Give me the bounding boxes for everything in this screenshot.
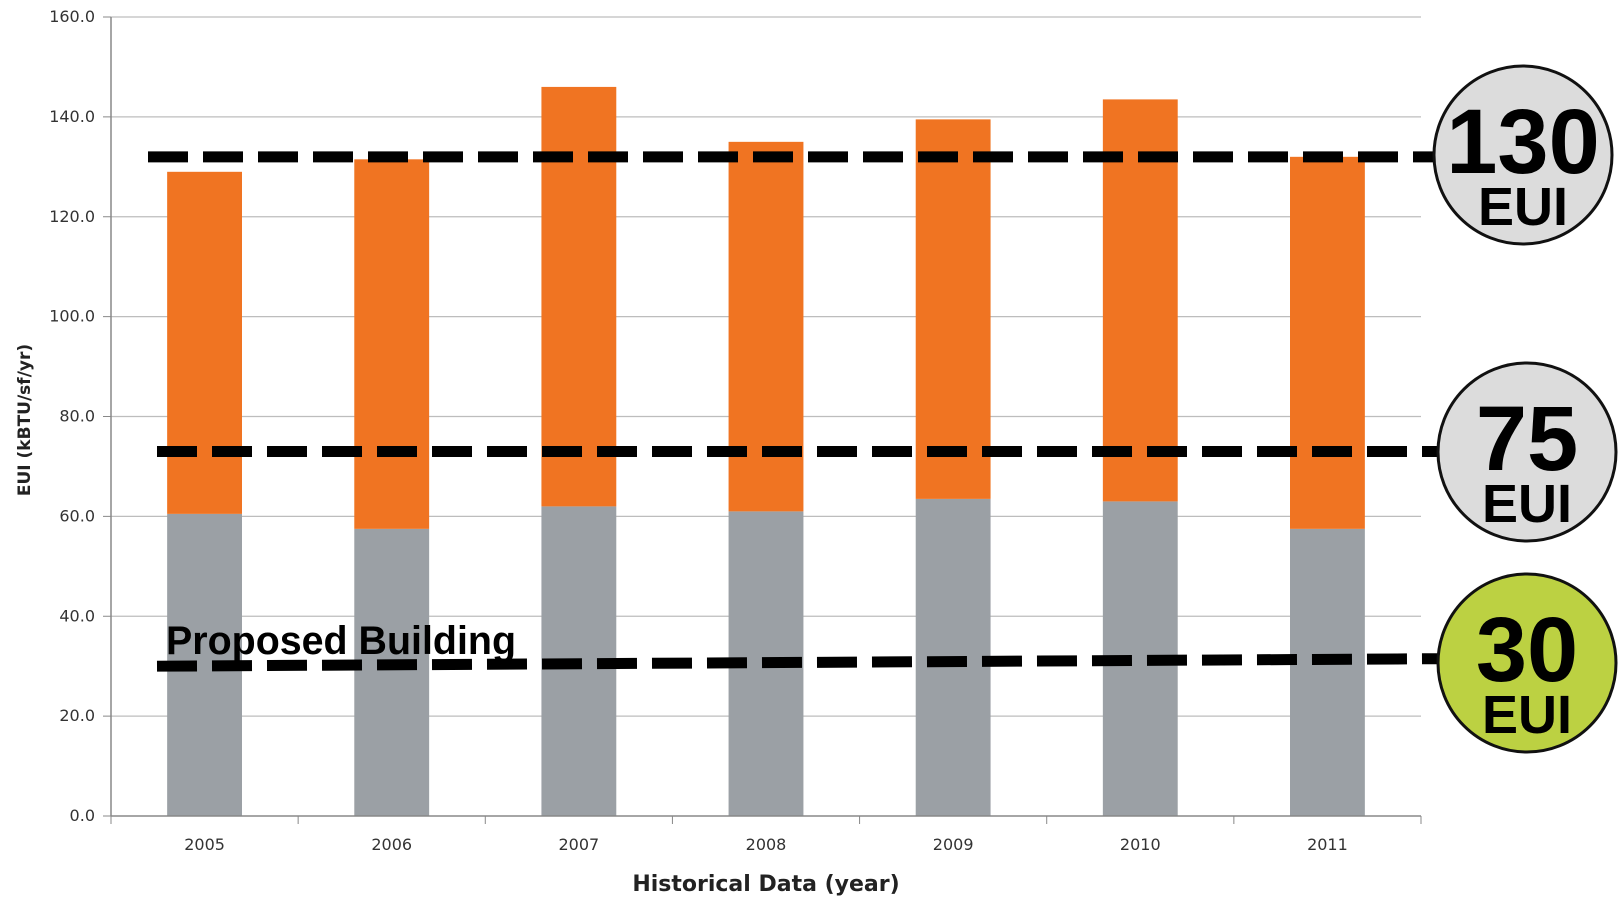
proposed-building-label: Proposed Building (166, 619, 516, 663)
y-tick-label: 140.0 (49, 107, 95, 126)
x-tick-label: 2007 (558, 835, 599, 854)
bar-2006-series-1 (354, 528, 430, 816)
y-tick-label: 160.0 (49, 7, 95, 26)
x-tick-label: 2009 (933, 835, 974, 854)
badge-number: 130 (1446, 91, 1600, 193)
axes (110, 17, 1422, 824)
y-tick-label: 80.0 (59, 407, 95, 426)
badge-number: 30 (1476, 599, 1578, 701)
reference-lines (148, 151, 1441, 672)
bar-2010-series-2 (1102, 99, 1178, 502)
reference-line-30 (156, 653, 1441, 672)
badge-circle (1436, 572, 1618, 754)
y-tick-label: 40.0 (59, 606, 95, 625)
bar-2009-series-2 (915, 119, 991, 499)
y-tick-label: 20.0 (59, 706, 95, 725)
bar-2011-series-2 (1290, 156, 1365, 529)
bar-2005-series-2 (167, 171, 242, 514)
bar-2006-series-2 (354, 159, 430, 529)
x-tick-label: 2005 (184, 835, 225, 854)
x-axis-title: Historical Data (year) (632, 872, 899, 897)
x-tick-label: 2006 (371, 835, 412, 854)
badge-circle (1432, 64, 1614, 246)
bar-2007-series-2 (541, 86, 617, 507)
badge-circle (1436, 361, 1618, 543)
x-tick-labels: 2005 2006 2007 2008 2009 2010 2011 (184, 835, 1348, 854)
y-axis-title: EUI (kBTU/sf/yr) (15, 344, 35, 496)
x-tick-label: 2010 (1120, 835, 1161, 854)
x-tick-label: 2008 (746, 835, 787, 854)
bar-2011-series-1 (1290, 528, 1365, 816)
y-tick-label: 0.0 (70, 806, 95, 825)
y-tick-label: 100.0 (49, 307, 95, 326)
y-tick-label: 60.0 (59, 506, 95, 525)
badge-unit: EUI (1478, 177, 1568, 237)
x-tick-label: 2011 (1307, 835, 1348, 854)
badge-unit: EUI (1482, 474, 1572, 534)
y-tick-label: 120.0 (49, 207, 95, 226)
badge-number: 75 (1476, 388, 1578, 490)
badge-unit: EUI (1482, 685, 1572, 745)
y-tick-labels: 0.0 20.0 40.0 60.0 80.0 100.0 120.0 140.0 160.0 (49, 7, 95, 825)
